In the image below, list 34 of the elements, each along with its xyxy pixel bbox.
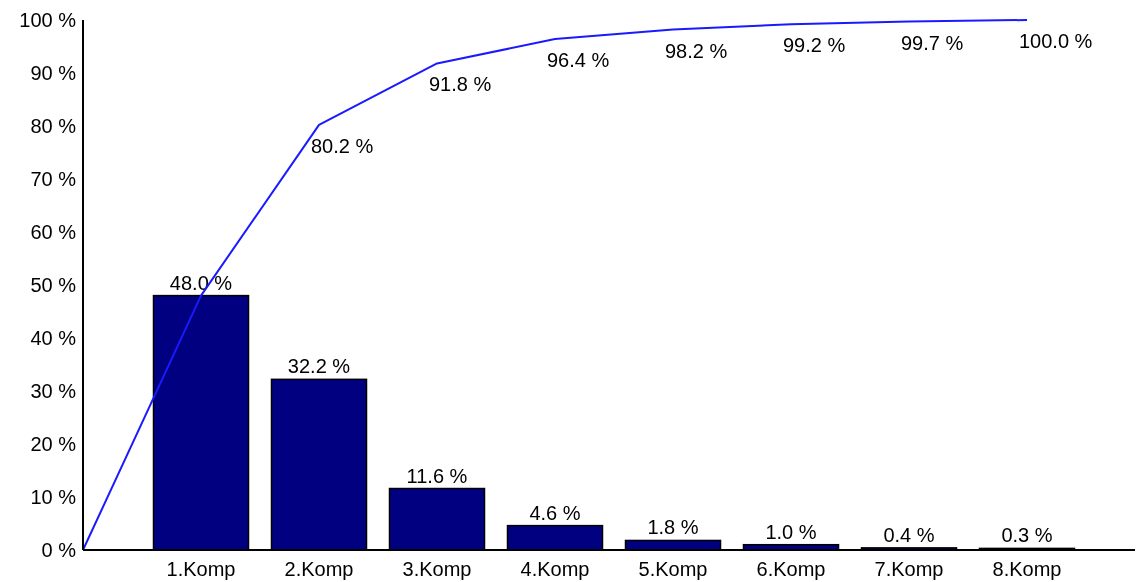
data-label: 99.7 % xyxy=(901,31,964,54)
y-tick-label: 60 % xyxy=(30,221,77,243)
y-tick-label: 100 % xyxy=(19,9,77,31)
y-tick-label: 30 % xyxy=(30,380,77,402)
x-tick-label: 4.Komp xyxy=(520,558,590,580)
x-tick-label: 1.Komp xyxy=(166,558,236,580)
data-label: 0.4 % xyxy=(883,523,935,546)
y-tick-label: 90 % xyxy=(30,62,77,84)
x-tick-label: 2.Komp xyxy=(284,558,354,580)
y-tick-label: 10 % xyxy=(30,486,77,508)
x-tick-label: 6.Komp xyxy=(756,558,826,580)
data-label: 32.2 % xyxy=(287,355,351,378)
data-label: 80.2 % xyxy=(311,134,374,157)
y-tick-label: 50 % xyxy=(30,274,77,296)
y-tick-label: 70 % xyxy=(30,168,77,190)
data-label: 11.6 % xyxy=(406,464,468,487)
data-label: 96.4 % xyxy=(547,49,610,72)
x-tick-label: 7.Komp xyxy=(874,558,944,580)
data-label: 1.8 % xyxy=(647,516,699,539)
data-label: 1.0 % xyxy=(765,520,817,543)
data-label: 99.2 % xyxy=(783,34,846,57)
data-label: 91.8 % xyxy=(429,73,492,96)
y-tick-label: 80 % xyxy=(30,115,77,137)
data-label: 100.0 % xyxy=(1019,30,1093,52)
x-tick-label: 8.Komp xyxy=(992,558,1062,580)
data-label: 48.0 % xyxy=(169,271,233,294)
data-label: 0.3 % xyxy=(1001,524,1053,547)
data-label: 98.2 % xyxy=(665,39,728,62)
x-tick-label: 3.Komp xyxy=(402,558,472,580)
y-tick-label: 20 % xyxy=(30,433,77,455)
data-label: 4.6 % xyxy=(529,501,581,524)
y-tick-label: 40 % xyxy=(30,327,77,349)
y-tick-label: 0 % xyxy=(41,539,77,561)
x-tick-label: 5.Komp xyxy=(638,558,708,580)
